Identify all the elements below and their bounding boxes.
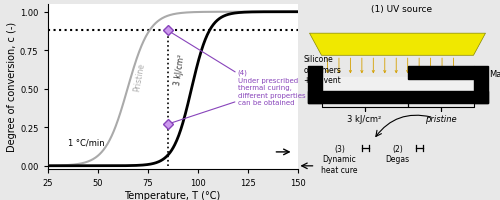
Text: Silicone
oligomers
+ solvent: Silicone oligomers + solvent: [304, 55, 342, 85]
Bar: [308, 92, 488, 103]
Text: (3)
Dynamic
heat cure: (3) Dynamic heat cure: [321, 144, 358, 174]
Text: Mask: Mask: [490, 70, 500, 78]
Text: 3 kJ/cm²: 3 kJ/cm²: [348, 114, 382, 123]
Bar: [308, 67, 322, 103]
Text: (2)
Degas: (2) Degas: [386, 144, 409, 163]
Text: (4)
Under prescribed
thermal curing,
different properties
can be obtained: (4) Under prescribed thermal curing, dif…: [238, 70, 305, 106]
Polygon shape: [310, 34, 486, 56]
Text: (1) UV source: (1) UV source: [371, 5, 432, 14]
Bar: [474, 67, 488, 103]
Text: 3 kJ/cm²: 3 kJ/cm²: [173, 53, 186, 85]
Text: Pristine: Pristine: [132, 62, 146, 92]
Text: 1 °C/min: 1 °C/min: [68, 138, 104, 146]
Bar: [322, 78, 474, 92]
Text: pristine: pristine: [424, 114, 456, 123]
Y-axis label: Degree of conversion, c (-): Degree of conversion, c (-): [7, 22, 17, 152]
Bar: [408, 67, 474, 80]
X-axis label: Temperature, T (°C): Temperature, T (°C): [124, 190, 220, 200]
